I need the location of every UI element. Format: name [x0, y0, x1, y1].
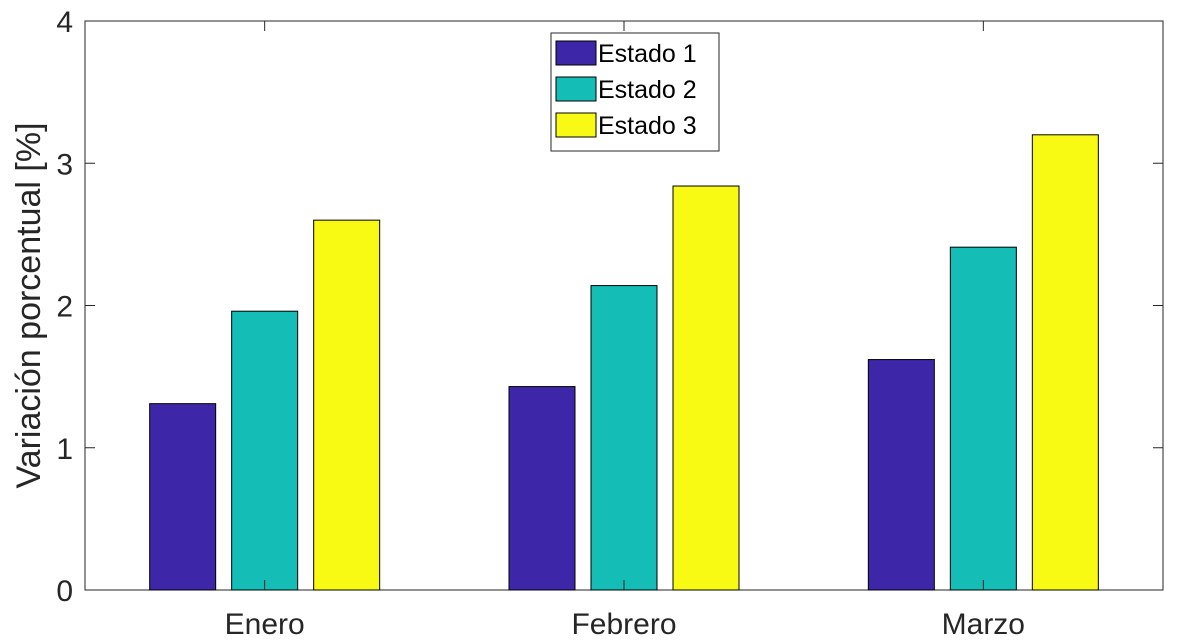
- legend-label-1: Estado 1: [598, 40, 697, 68]
- bar-marzo-estado-3: [1031, 134, 1099, 591]
- bar-marzo-estado-1: [867, 359, 935, 591]
- bar-febrero-estado-1: [508, 386, 576, 591]
- bar-febrero-estado-3: [672, 185, 740, 591]
- y-tick-label: 2: [56, 291, 73, 324]
- legend-label-3: Estado 3: [598, 112, 697, 140]
- x-tick-label-enero: Enero: [225, 608, 305, 641]
- y-axis-ticks: 0 1 2 3 4: [56, 6, 1163, 608]
- legend-swatch-1: [555, 40, 597, 66]
- legend-swatch-3: [555, 112, 597, 138]
- legend: Estado 1 Estado 2 Estado 3: [550, 32, 720, 152]
- y-tick-label: 4: [56, 6, 73, 39]
- legend-label-2: Estado 2: [598, 76, 697, 104]
- bar-enero-estado-2: [231, 310, 299, 591]
- x-tick-label-febrero: Febrero: [571, 608, 676, 641]
- x-tick-label-marzo: Marzo: [942, 608, 1025, 641]
- bars-group: [149, 134, 1099, 591]
- bar-marzo-estado-2: [949, 246, 1017, 591]
- y-axis-label: Variación porcentual [%]: [10, 122, 48, 488]
- legend-swatch-2: [555, 76, 597, 102]
- bar-enero-estado-3: [313, 219, 381, 591]
- y-tick-label: 3: [56, 148, 73, 181]
- y-tick-label: 0: [56, 575, 73, 608]
- bar-enero-estado-1: [149, 403, 217, 591]
- y-tick-label: 1: [56, 433, 73, 466]
- bar-febrero-estado-2: [590, 285, 658, 591]
- x-axis-ticks: Enero Febrero Marzo: [225, 21, 1025, 641]
